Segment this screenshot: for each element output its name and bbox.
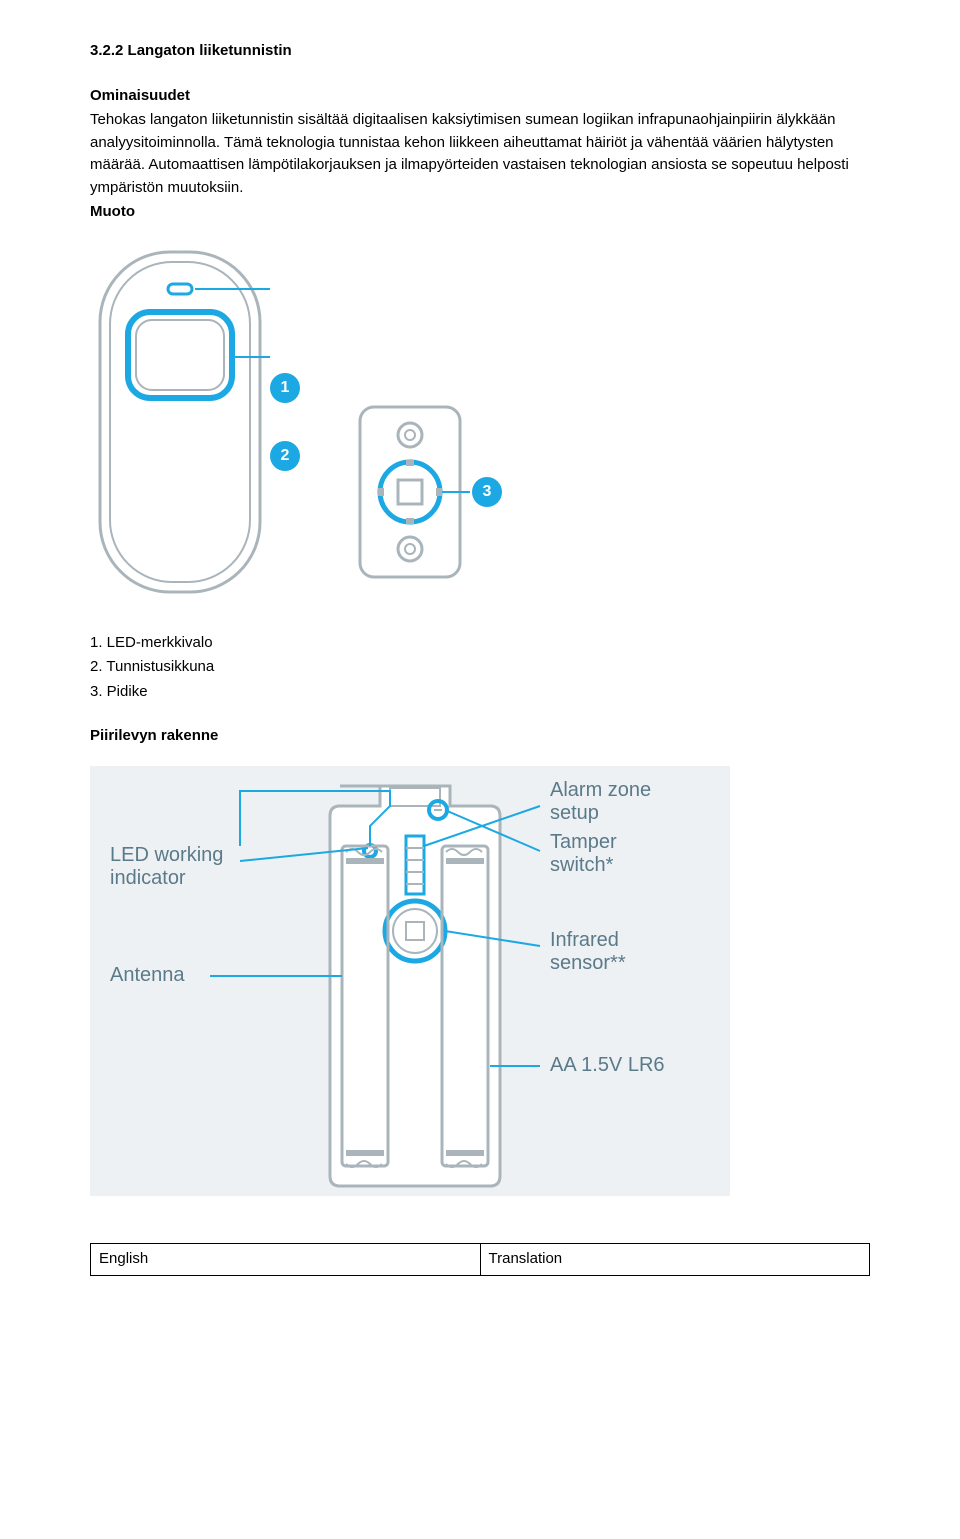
legend-item-1: 1. LED-merkkivalo bbox=[90, 632, 870, 655]
pcb-label-tamper-l1: Tamper bbox=[550, 831, 617, 853]
pcb-label-led-l2: indicator bbox=[110, 867, 186, 889]
legend-item-2: 2. Tunnistusikkuna bbox=[90, 656, 870, 679]
legend-list: 1. LED-merkkivalo 2. Tunnistusikkuna 3. … bbox=[90, 632, 870, 704]
callout-1: 1 bbox=[270, 373, 300, 403]
pcb-label-antenna: Antenna bbox=[110, 964, 185, 986]
shape-figure: 1 2 3 bbox=[90, 242, 870, 602]
shape-subheading: Muoto bbox=[90, 201, 870, 224]
translation-table: English Translation bbox=[90, 1243, 870, 1276]
pcb-label-ir-l2: sensor** bbox=[550, 952, 626, 974]
pcb-label-alarm-l2: setup bbox=[550, 802, 599, 824]
pcb-label-ir-l1: Infrared bbox=[550, 929, 619, 951]
pcb-label-led-l1: LED working bbox=[110, 844, 223, 866]
features-subheading: Ominaisuudet bbox=[90, 85, 870, 108]
callout-3: 3 bbox=[472, 477, 502, 507]
bracket-svg bbox=[350, 397, 470, 587]
pcb-subheading: Piirilevyn rakenne bbox=[90, 725, 870, 748]
legend-item-3: 3. Pidike bbox=[90, 681, 870, 704]
table-col-translation: Translation bbox=[481, 1244, 870, 1275]
sensor-front-svg bbox=[90, 242, 270, 602]
pcb-figure: LED working indicator Antenna Alarm zone… bbox=[90, 766, 870, 1204]
section-heading: 3.2.2 Langaton liiketunnistin bbox=[90, 40, 870, 63]
pcb-label-tamper-l2: switch* bbox=[550, 854, 614, 876]
table-col-english: English bbox=[91, 1244, 481, 1275]
callout-2: 2 bbox=[270, 441, 300, 471]
pcb-label-alarm-l1: Alarm zone bbox=[550, 779, 651, 801]
pcb-label-battery: AA 1.5V LR6 bbox=[550, 1054, 665, 1076]
features-paragraph: Tehokas langaton liiketunnistin sisältää… bbox=[90, 109, 870, 199]
pcb-svg: LED working indicator Antenna Alarm zone… bbox=[90, 766, 730, 1196]
